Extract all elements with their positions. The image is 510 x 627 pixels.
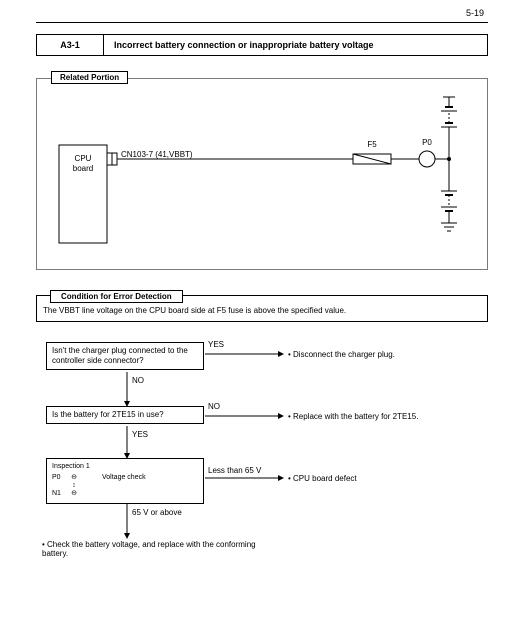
circuit-diagram: CPU board CN103-7 (41,VBBT) F5 P0 bbox=[37, 79, 487, 269]
related-portion-panel: Related Portion CPU board CN103-7 (41,VB… bbox=[36, 78, 488, 270]
probe-icon-2: ⊖ bbox=[70, 489, 78, 498]
flow-r3: CPU board defect bbox=[288, 474, 357, 483]
insp-lt-label: Less than 65 V bbox=[208, 466, 261, 475]
cpu-label-1: CPU bbox=[75, 154, 92, 163]
flowchart: Isn't the charger plug connected to the … bbox=[36, 336, 488, 576]
page-number: 5-19 bbox=[466, 8, 484, 18]
flow-q1-no: NO bbox=[132, 376, 144, 385]
title-code: A3-1 bbox=[37, 35, 104, 55]
flow-r1: Disconnect the charger plug. bbox=[288, 350, 395, 359]
condition-label: Condition for Error Detection bbox=[50, 290, 183, 303]
title-text: Incorrect battery connection or inapprop… bbox=[104, 35, 487, 55]
insp-text: Voltage check bbox=[102, 473, 146, 482]
p0-label: P0 bbox=[422, 138, 432, 147]
condition-text: The VBBT line voltage on the CPU board s… bbox=[43, 306, 346, 315]
flow-final: Check the battery voltage, and replace w… bbox=[42, 540, 262, 558]
insp-p0: P0 bbox=[52, 473, 66, 482]
fuse-label: F5 bbox=[367, 140, 377, 149]
page: 5-19 A3-1 Incorrect battery connection o… bbox=[0, 0, 510, 627]
flow-q2: Is the battery for 2TE15 in use? bbox=[46, 406, 204, 424]
insp-n1: N1 bbox=[52, 489, 66, 498]
title-row: A3-1 Incorrect battery connection or ina… bbox=[36, 34, 488, 56]
flow-q1: Isn't the charger plug connected to the … bbox=[46, 342, 204, 370]
connector-label: CN103-7 (41,VBBT) bbox=[121, 150, 193, 159]
flow-q1-yes: YES bbox=[208, 340, 224, 349]
top-rule bbox=[36, 22, 488, 23]
insp-title: Inspection 1 bbox=[52, 462, 198, 471]
flow-q2-no: NO bbox=[208, 402, 220, 411]
cpu-label-2: board bbox=[73, 164, 93, 173]
flow-inspection: Inspection 1 P0 ⊖ Voltage check . ↕ N1 ⊖ bbox=[46, 458, 204, 504]
flow-q2-yes: YES bbox=[132, 430, 148, 439]
insp-ge-label: 65 V or above bbox=[132, 508, 182, 517]
flow-r2: Replace with the battery for 2TE15. bbox=[288, 412, 418, 421]
